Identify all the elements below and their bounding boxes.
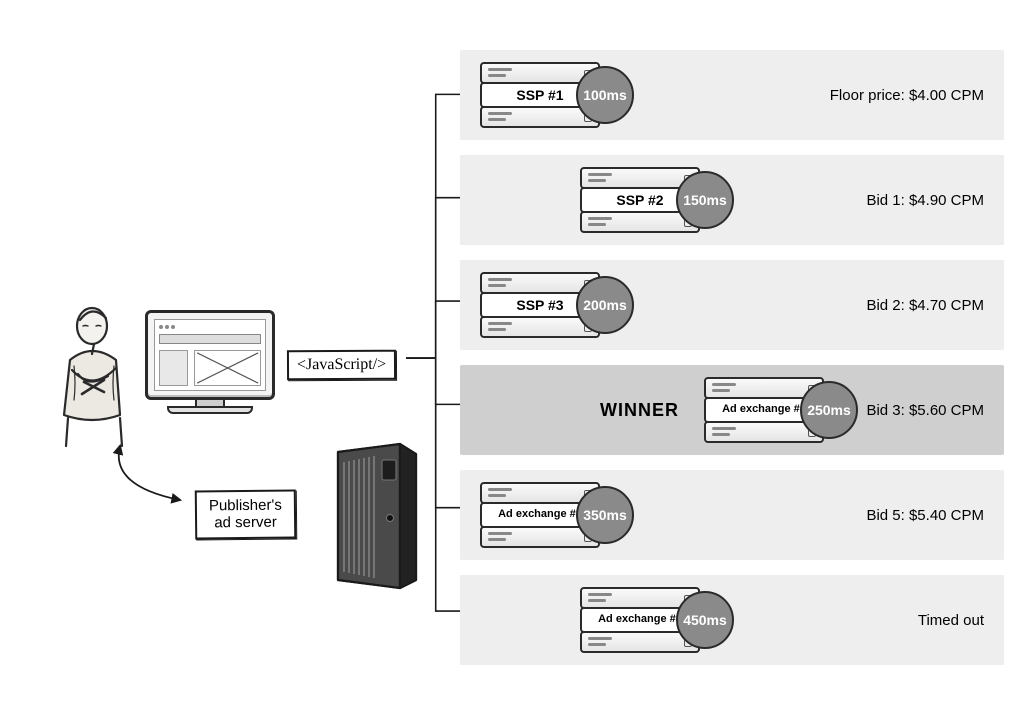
server-stack-icon: Ad exchange #2350ms	[480, 476, 630, 554]
javascript-tag: <JavaScript/>	[287, 350, 396, 381]
publisher-label-line1: Publisher's	[209, 497, 282, 515]
publisher-ad-server-label: Publisher's ad server	[195, 489, 296, 539]
winner-label: WINNER	[600, 400, 679, 421]
bid-info: Floor price: $4.00 CPM	[830, 87, 984, 104]
bidder-rows: SSP #1100ms Floor price: $4.00 CPM SSP #21…	[460, 50, 1004, 680]
bid-info: Bid 3: $5.60 CPM	[866, 402, 984, 419]
diagram-canvas: <JavaScript/> Publisher's ad server	[0, 0, 1024, 723]
bid-info: Bid 2: $4.70 CPM	[866, 297, 984, 314]
server-stack-icon: SSP #1100ms	[480, 56, 630, 134]
bidder-row-adx1: WINNER Ad exchange #1250ms Bid 3: $5.60 CP…	[460, 365, 1004, 455]
javascript-tag-label: <JavaScript/>	[297, 356, 386, 373]
latency-badge: 450ms	[676, 591, 734, 649]
bid-info: Timed out	[918, 612, 984, 629]
bidder-row-ssp1: SSP #1100ms Floor price: $4.00 CPM	[460, 50, 1004, 140]
user-and-browser	[50, 310, 270, 440]
bidder-row-ssp2: SSP #2150ms Bid 1: $4.90 CPM	[460, 155, 1004, 245]
server-stack-icon: SSP #2150ms	[580, 161, 730, 239]
browser-monitor-icon	[145, 310, 275, 415]
bid-info: Bid 5: $5.40 CPM	[866, 507, 984, 524]
latency-badge: 150ms	[676, 171, 734, 229]
latency-badge: 100ms	[576, 66, 634, 124]
person-sketch-icon	[50, 300, 160, 450]
user-server-arrow	[110, 440, 200, 510]
bid-info: Bid 1: $4.90 CPM	[866, 192, 984, 209]
latency-badge: 250ms	[800, 381, 858, 439]
server-stack-icon: SSP #3200ms	[480, 266, 630, 344]
latency-badge: 350ms	[576, 486, 634, 544]
server-stack-icon: Ad exchange #3450ms	[580, 581, 730, 659]
server-stack-icon: Ad exchange #1250ms	[704, 371, 854, 449]
publisher-label-line2: ad server	[214, 514, 277, 532]
bidder-row-adx2: Ad exchange #2350ms Bid 5: $5.40 CPM	[460, 470, 1004, 560]
bidder-row-ssp3: SSP #3200ms Bid 2: $4.70 CPM	[460, 260, 1004, 350]
bidder-row-adx3: Ad exchange #3450ms Timed out	[460, 575, 1004, 665]
latency-badge: 200ms	[576, 276, 634, 334]
